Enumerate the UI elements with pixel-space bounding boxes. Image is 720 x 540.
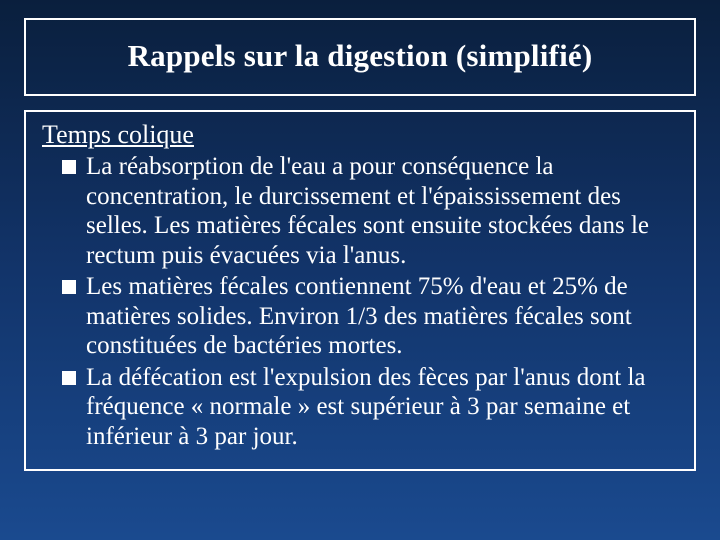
body-box: Temps colique La réabsorption de l'eau a… <box>24 110 696 471</box>
list-item: La défécation est l'expulsion des fèces … <box>62 363 680 452</box>
title-box: Rappels sur la digestion (simplifié) <box>24 18 696 96</box>
bullet-list: La réabsorption de l'eau a pour conséque… <box>40 152 680 451</box>
slide-title: Rappels sur la digestion (simplifié) <box>36 38 684 74</box>
subheading: Temps colique <box>40 120 680 150</box>
list-item: La réabsorption de l'eau a pour conséque… <box>62 152 680 270</box>
list-item: Les matières fécales contiennent 75% d'e… <box>62 272 680 361</box>
